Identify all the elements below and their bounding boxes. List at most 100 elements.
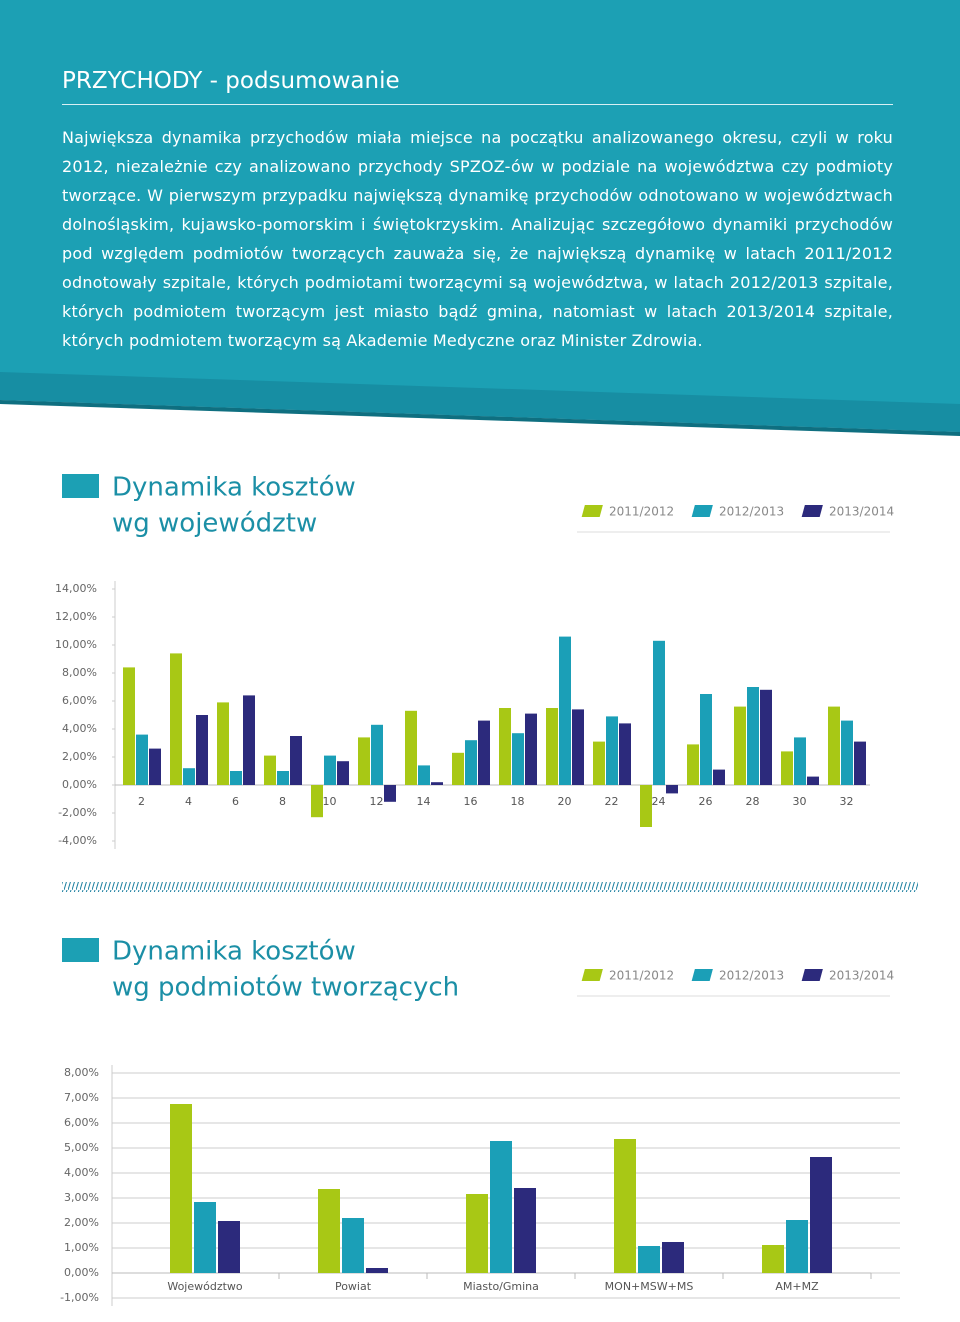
legend-swatch	[581, 969, 603, 981]
legend-label: 2013/2014	[829, 969, 894, 983]
bar	[478, 720, 490, 785]
x-tick-label: 12	[370, 795, 384, 808]
bar	[572, 709, 584, 785]
y-tick-label: 4,00%	[62, 722, 97, 735]
separator	[62, 882, 918, 892]
y-tick-label: 6,00%	[62, 694, 97, 707]
y-tick-label: 14,00%	[55, 582, 97, 595]
legend-swatch	[801, 505, 823, 517]
bar	[525, 713, 537, 785]
bar	[499, 708, 511, 785]
x-tick-label: 10	[323, 795, 337, 808]
bar	[324, 755, 336, 785]
bar	[431, 782, 443, 785]
y-tick-label: 8,00%	[62, 666, 97, 679]
header-title: PRZYCHODY - podsumowanie	[62, 68, 893, 105]
bar	[170, 1104, 192, 1273]
bar	[700, 694, 712, 785]
bar	[490, 1141, 512, 1273]
chart-title: wg podmiotów tworzących	[112, 973, 459, 1003]
bar	[794, 737, 806, 785]
bar	[807, 776, 819, 785]
legend-swatch	[801, 969, 823, 981]
legend-swatch	[691, 505, 713, 517]
y-tick-label: 6,00%	[64, 1116, 99, 1129]
bar	[760, 689, 772, 785]
bar	[183, 768, 195, 785]
bar	[828, 706, 840, 785]
bar	[342, 1218, 364, 1273]
header-edge	[0, 400, 960, 436]
legend-swatch	[581, 505, 603, 517]
x-tick-label: 4	[185, 795, 192, 808]
x-tick-label: 8	[279, 795, 286, 808]
bar	[854, 741, 866, 785]
y-tick-label: 4,00%	[64, 1166, 99, 1179]
bar	[243, 695, 255, 785]
bar	[638, 1246, 660, 1273]
bar	[593, 741, 605, 785]
bar	[841, 720, 853, 785]
bar	[662, 1242, 684, 1273]
y-tick-label: 0,00%	[64, 1266, 99, 1279]
legend-label: 2013/2014	[829, 505, 894, 519]
y-tick-label: 0,00%	[62, 778, 97, 791]
y-tick-label: 3,00%	[64, 1191, 99, 1204]
title-icon	[62, 474, 99, 498]
chart-title: wg województw	[112, 509, 317, 539]
y-tick-label: 8,00%	[64, 1066, 99, 1079]
bar	[786, 1220, 808, 1273]
x-tick-label: 26	[699, 795, 713, 808]
bar	[230, 771, 242, 785]
x-tick-label: 16	[464, 795, 478, 808]
x-tick-label: Województwo	[167, 1280, 243, 1293]
bar	[640, 785, 652, 827]
x-tick-label: 32	[840, 795, 854, 808]
x-tick-label: 30	[793, 795, 807, 808]
bar	[514, 1188, 536, 1273]
bar	[734, 706, 746, 785]
bar	[358, 737, 370, 785]
y-tick-label: 1,00%	[64, 1241, 99, 1254]
bar	[418, 765, 430, 785]
chart-title: Dynamika kosztów	[112, 473, 356, 503]
header-band	[0, 372, 960, 432]
bar	[149, 748, 161, 785]
x-tick-label: AM+MZ	[775, 1280, 819, 1293]
bar	[666, 785, 678, 794]
bar	[136, 734, 148, 785]
x-tick-label: Powiat	[335, 1280, 372, 1293]
header: PRZYCHODY - podsumowanie Największa dyna…	[62, 68, 893, 355]
y-tick-label: 7,00%	[64, 1091, 99, 1104]
y-tick-label: -4,00%	[58, 834, 97, 847]
bar	[653, 640, 665, 785]
x-tick-label: Miasto/Gmina	[463, 1280, 539, 1293]
bar	[217, 702, 229, 785]
x-tick-label: 18	[511, 795, 525, 808]
legend-swatch	[691, 969, 713, 981]
chart-title: Dynamika kosztów	[112, 937, 356, 967]
bar	[452, 752, 464, 785]
x-tick-label: 6	[232, 795, 239, 808]
bar	[196, 715, 208, 785]
y-tick-label: 5,00%	[64, 1141, 99, 1154]
bar	[546, 708, 558, 785]
bar	[337, 761, 349, 785]
bar	[218, 1221, 240, 1273]
bar	[170, 653, 182, 785]
x-tick-label: 20	[558, 795, 572, 808]
bar	[371, 724, 383, 785]
bar	[781, 751, 793, 785]
header-background	[0, 0, 960, 432]
y-tick-label: -1,00%	[60, 1291, 99, 1304]
bar	[606, 716, 618, 785]
bar	[747, 687, 759, 785]
bar	[405, 710, 417, 785]
x-tick-label: 14	[417, 795, 431, 808]
x-tick-label: 22	[605, 795, 619, 808]
bar	[384, 785, 396, 802]
x-tick-label: MON+MSW+MS	[605, 1280, 694, 1293]
title-icon	[62, 938, 99, 962]
x-tick-label: 2	[138, 795, 145, 808]
